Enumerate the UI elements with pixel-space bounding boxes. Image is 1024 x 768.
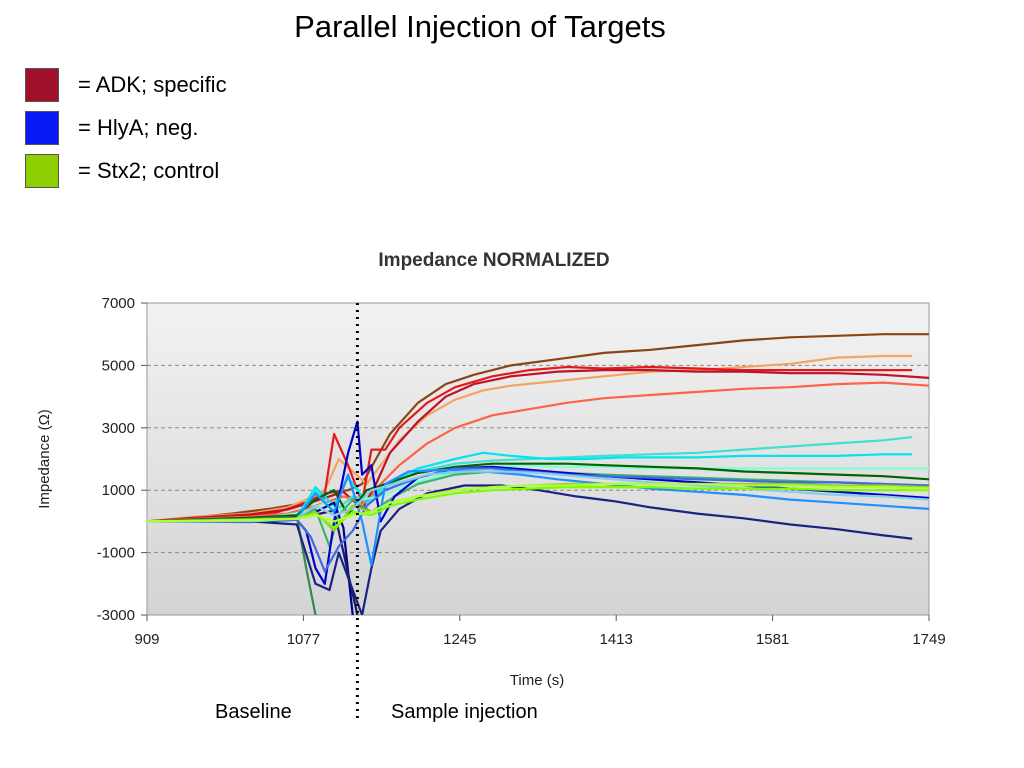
series-line-7 xyxy=(147,451,913,523)
series-line-17 xyxy=(147,468,929,567)
series-line-4 xyxy=(147,369,929,523)
x-axis-title: Time (s) xyxy=(510,672,564,689)
series-line-15 xyxy=(147,484,913,615)
series-line-16 xyxy=(147,467,929,573)
x-tick-label-909: 909 xyxy=(134,631,159,648)
sample-injection-label: Sample injection xyxy=(391,701,538,723)
y-tick-label-5000: 5000 xyxy=(102,357,135,374)
legend-swatch-hlya xyxy=(25,111,59,145)
series-line-2 xyxy=(147,354,913,523)
legend-label-hlya: = HlyA; neg. xyxy=(78,115,199,140)
series-line-21 xyxy=(147,482,929,523)
y-tick-label-7000: 7000 xyxy=(102,295,135,312)
slide-title: Parallel Injection of Targets xyxy=(294,9,666,44)
y-tick-label-neg3000: -3000 xyxy=(97,607,135,624)
x-tick-label-1581: 1581 xyxy=(756,631,789,648)
x-tick-label-1077: 1077 xyxy=(287,631,320,648)
series-line-11 xyxy=(147,470,929,548)
legend-swatch-adk xyxy=(25,68,59,102)
legend-label-stx2: = Stx2; control xyxy=(78,158,220,183)
chart-title: Impedance NORMALIZED xyxy=(378,250,609,271)
baseline-label: Baseline xyxy=(215,701,292,723)
y-axis-title: Impedance (Ω) xyxy=(36,409,53,509)
series-line-18 xyxy=(147,470,929,523)
y-tick-label-neg1000: -1000 xyxy=(97,545,135,562)
y-tick-label-1000: 1000 xyxy=(102,482,135,499)
legend-label-adk: = ADK; specific xyxy=(78,72,227,97)
x-tick-label-1413: 1413 xyxy=(600,631,633,648)
x-tick-label-1749: 1749 xyxy=(912,631,945,648)
y-tick-label-3000: 3000 xyxy=(102,420,135,437)
legend-swatch-stx2 xyxy=(25,154,59,188)
x-tick-label-1245: 1245 xyxy=(443,631,476,648)
